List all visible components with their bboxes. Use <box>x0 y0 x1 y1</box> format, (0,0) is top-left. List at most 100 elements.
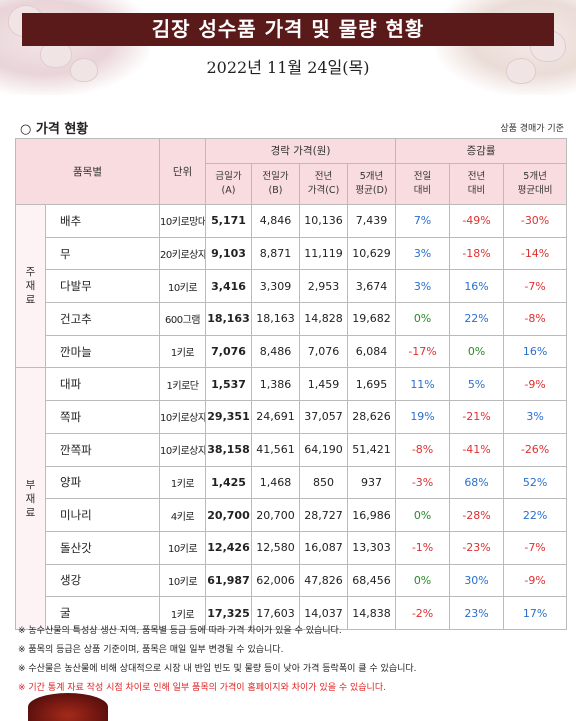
rate-vs-prev-year: -49% <box>449 204 505 238</box>
price-prev-day: 4,846 <box>251 204 301 238</box>
rate-vs-prev-day: 19% <box>395 400 451 434</box>
rate-vs-prev-year: -18% <box>449 236 505 271</box>
price-prev-year: 1,459 <box>299 367 349 402</box>
price-prev-day: 8,871 <box>251 236 301 271</box>
category-sub: 부 재 료 <box>15 367 46 630</box>
price-today: 12,426 <box>205 530 253 565</box>
price-prev-day: 12,580 <box>251 530 301 565</box>
price-five-year: 16,986 <box>347 498 397 532</box>
rate-vs-prev-year: -41% <box>449 432 505 467</box>
price-prev-day: 41,561 <box>251 432 301 467</box>
price-prev-year: 16,087 <box>299 530 349 565</box>
price-prev-day: 17,603 <box>251 596 301 630</box>
header-vs-five-year: 5개년 평균대비 <box>503 163 568 205</box>
price-five-year: 6,084 <box>347 334 397 369</box>
rate-vs-prev-year: 23% <box>449 596 505 630</box>
price-today: 20,700 <box>205 498 253 532</box>
footnote: ※ 농수산물의 특성상 생산 지역, 품목별 등급 등에 따라 가격 차이가 있… <box>18 626 342 636</box>
item-unit: 10키로 <box>159 563 207 598</box>
rate-vs-prev-year: 16% <box>449 269 505 304</box>
header-auction-price: 경락 가격(원) <box>205 138 397 164</box>
table-row: 주 재 료 배추 10키로망대 5,171 4,846 10,136 7,439 7% -49%… <box>15 203 568 369</box>
table-row: 쪽파 10키로상자 29,351 24,691 37,057 28,626 19% -21% 3… <box>16 400 568 434</box>
header-vs-prev-year: 전년 대비 <box>449 163 505 205</box>
rate-vs-prev-day: -3% <box>395 465 451 500</box>
item-unit: 1키로 <box>159 596 207 630</box>
table-row: 깐쪽파 10키로상자 38,158 41,561 64,190 51,421 -8% -41%… <box>16 432 568 467</box>
price-today: 5,171 <box>205 204 253 238</box>
rate-vs-prev-day: -2% <box>395 596 451 630</box>
item-unit: 10키로상자 <box>159 432 207 467</box>
price-today: 1,537 <box>205 367 253 402</box>
category-main: 주 재 료 <box>15 203 46 369</box>
footnotes: ※ 농수산물의 특성상 생산 지역, 품목별 등급 등에 따라 가격 차이가 있… <box>18 622 417 698</box>
price-table: 품목별 단위 경락 가격(원) 증감률 금일가 (A) 전일가 (B) 전년 가… <box>14 138 568 630</box>
rate-vs-prev-year: 0% <box>449 334 505 369</box>
kimchi-image <box>28 693 108 721</box>
price-today: 29,351 <box>205 400 253 434</box>
price-prev-day: 8,486 <box>251 334 301 369</box>
price-five-year: 3,674 <box>347 269 397 304</box>
rate-vs-five-year: -8% <box>503 302 568 336</box>
rate-vs-prev-year: 22% <box>449 302 505 336</box>
table-row: 양파 1키로 1,425 1,468 850 937 -3% 68% 52% <box>16 465 568 500</box>
price-today: 9,103 <box>205 236 253 271</box>
item-name: 건고추 <box>44 302 161 336</box>
rate-vs-prev-day: 0% <box>395 302 451 336</box>
price-today: 17,325 <box>205 596 253 630</box>
rate-vs-prev-day: -8% <box>395 432 451 467</box>
item-unit: 10키로망대 <box>159 204 207 238</box>
rate-vs-five-year: 17% <box>503 596 568 630</box>
item-unit: 10키로상자 <box>159 400 207 434</box>
price-five-year: 19,682 <box>347 302 397 336</box>
rate-vs-prev-year: -21% <box>449 400 505 434</box>
rate-vs-prev-day: -17% <box>395 334 451 369</box>
price-prev-day: 3,309 <box>251 269 301 304</box>
price-today: 38,158 <box>205 432 253 467</box>
price-today: 7,076 <box>205 334 253 369</box>
rate-vs-prev-year: 30% <box>449 563 505 598</box>
rate-vs-five-year: 52% <box>503 465 568 500</box>
table-row: 굴 1키로 17,325 17,603 14,037 14,838 -2% 23% 17% <box>16 596 568 630</box>
price-prev-year: 14,828 <box>299 302 349 336</box>
item-name: 생강 <box>44 563 161 598</box>
header-change-rate: 증감률 <box>395 138 568 164</box>
item-unit: 1키로 <box>159 334 207 369</box>
price-five-year: 10,629 <box>347 236 397 271</box>
footnote: ※ 수산물은 농산물에 비해 상대적으로 시장 내 반입 빈도 및 물량 등이 … <box>18 664 417 674</box>
rate-vs-prev-day: 3% <box>395 236 451 271</box>
price-five-year: 14,838 <box>347 596 397 630</box>
rate-vs-prev-year: 68% <box>449 465 505 500</box>
rate-vs-prev-year: 5% <box>449 367 505 402</box>
table-row: 다발무 10키로 3,416 3,309 2,953 3,674 3% 16% -7% <box>16 269 568 304</box>
table-row: 무 20키로상자 9,103 8,871 11,119 10,629 3% -18% -14% <box>16 236 568 271</box>
rate-vs-five-year: 3% <box>503 400 568 434</box>
item-unit: 600그램 <box>159 302 207 336</box>
price-today: 1,425 <box>205 465 253 500</box>
table-row: 깐마늘 1키로 7,076 8,486 7,076 6,084 -17% 0% 16% <box>16 334 568 369</box>
header-prev-day: 전일가 (B) <box>251 163 301 205</box>
price-prev-year: 37,057 <box>299 400 349 434</box>
price-prev-year: 850 <box>299 465 349 500</box>
price-five-year: 28,626 <box>347 400 397 434</box>
table-row: 건고추 600그램 18,163 18,163 14,828 19,682 0% 22% -8% <box>16 302 568 336</box>
item-unit: 10키로 <box>159 530 207 565</box>
item-name: 배추 <box>44 204 161 238</box>
item-unit: 1키로단 <box>159 367 207 402</box>
header-vs-prev-day: 전일 대비 <box>395 163 451 205</box>
price-prev-day: 1,386 <box>251 367 301 402</box>
rate-vs-prev-day: -1% <box>395 530 451 565</box>
item-name: 돌산갓 <box>44 530 161 565</box>
rate-vs-prev-day: 0% <box>395 563 451 598</box>
price-five-year: 68,456 <box>347 563 397 598</box>
price-prev-year: 7,076 <box>299 334 349 369</box>
price-prev-day: 62,006 <box>251 563 301 598</box>
page-title: 김장 성수품 가격 및 물량 현황 <box>22 13 554 46</box>
rate-vs-five-year: -14% <box>503 236 568 271</box>
rate-vs-five-year: 16% <box>503 334 568 369</box>
item-unit: 20키로상자 <box>159 236 207 271</box>
footnote: ※ 품목의 등급은 상품 기준이며, 품목은 매일 일부 변경될 수 있습니다. <box>18 645 284 655</box>
price-prev-year: 47,826 <box>299 563 349 598</box>
rate-vs-prev-day: 7% <box>395 204 451 238</box>
report-date: 2022년 11월 24일(목) <box>206 58 370 77</box>
